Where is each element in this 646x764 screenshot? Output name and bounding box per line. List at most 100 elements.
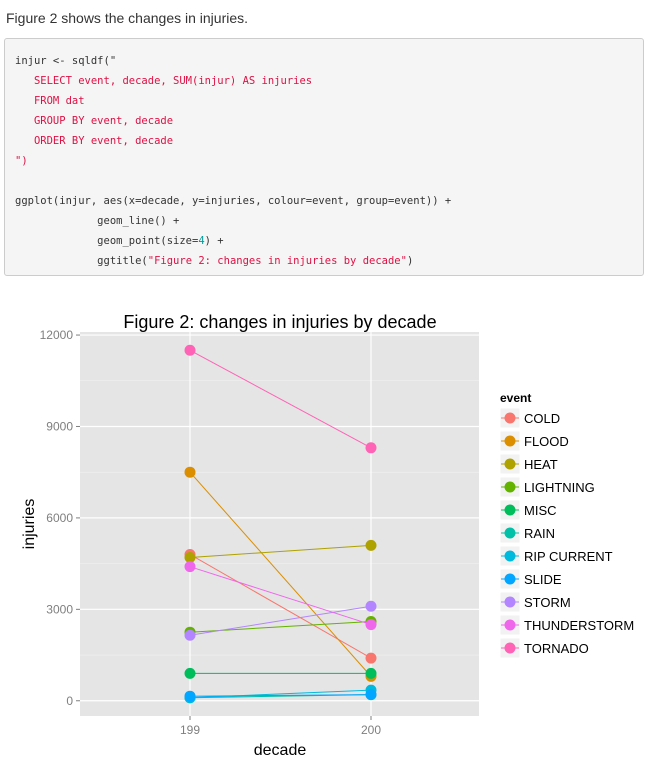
- legend-key-point: [504, 619, 516, 631]
- y-tick-label: 0: [66, 694, 73, 708]
- code-token: ): [406, 255, 414, 267]
- legend-item-rip-current: RIP CURRENT: [499, 545, 613, 567]
- legend-item-thunderstorm: THUNDERSTORM: [499, 614, 634, 636]
- code-line: [15, 171, 633, 191]
- data-point-misc: [184, 667, 196, 679]
- code-token: ggtitle(: [15, 255, 148, 267]
- code-token: ) +: [204, 235, 224, 247]
- x-tick-label: 199: [180, 723, 200, 737]
- legend-label: RIP CURRENT: [524, 549, 613, 564]
- legend-item-storm: STORM: [499, 591, 571, 613]
- data-point-storm: [184, 629, 196, 641]
- legend-label: RAIN: [524, 526, 555, 541]
- data-point-thunderstorm: [365, 619, 377, 631]
- legend-label: LIGHTNING: [524, 480, 595, 495]
- y-axis-label: injuries: [21, 499, 38, 550]
- data-point-cold: [365, 652, 377, 664]
- legend-title: event: [500, 391, 531, 405]
- series-line-cold: [189, 554, 372, 659]
- code-line: ORDER BY event, decade: [15, 131, 633, 151]
- intro-text: Figure 2 shows the changes in injuries.: [6, 10, 249, 26]
- data-point-flood: [184, 466, 196, 478]
- legend-label: FLOOD: [524, 434, 569, 449]
- series-line-slide: [189, 694, 372, 697]
- series-line-thunderstorm: [189, 566, 372, 626]
- legend-label: THUNDERSTORM: [524, 618, 634, 633]
- data-point-misc: [365, 667, 377, 679]
- data-point-heat: [184, 552, 196, 564]
- series-line-storm: [189, 605, 372, 636]
- legend-item-misc: MISC: [499, 499, 557, 521]
- data-point-tornado: [184, 344, 196, 356]
- legend-label: SLIDE: [524, 572, 562, 587]
- series-line-heat: [189, 544, 372, 559]
- grid-lines: [80, 332, 479, 716]
- legend-item-rain: RAIN: [499, 522, 555, 544]
- legend-key-point: [504, 481, 516, 493]
- legend-key-point: [504, 642, 516, 654]
- code-line: FROM dat: [15, 91, 633, 111]
- legend-item-slide: SLIDE: [499, 568, 562, 590]
- legend: event COLD FLOOD HEAT LIGHTNING MISC RAIN RIP …: [499, 391, 634, 659]
- code-token: SELECT event, decade, SUM(injur) AS inju…: [15, 75, 313, 87]
- plot-panel: [80, 332, 479, 716]
- code-token: 4: [198, 235, 205, 247]
- code-line: injur <- sqldf(": [15, 51, 633, 71]
- legend-key-point: [504, 458, 516, 470]
- code-token: FROM dat: [15, 95, 85, 107]
- legend-key-point: [504, 550, 516, 562]
- data-point-storm: [365, 600, 377, 612]
- code-line: GROUP BY event, decade: [15, 111, 633, 131]
- legend-label: COLD: [524, 411, 560, 426]
- code-line: "): [15, 151, 633, 171]
- code-line: geom_line() +: [15, 211, 633, 231]
- y-tick-label: 3000: [46, 602, 73, 616]
- legend-key-point: [504, 573, 516, 585]
- y-tick-label: 6000: [46, 511, 73, 525]
- x-axis-label: decade: [254, 742, 307, 759]
- series-lines: [189, 349, 372, 699]
- series-line-tornado: [189, 349, 372, 449]
- axis-labels: 0 3000 6000 9000 12000 199 200: [40, 328, 382, 737]
- series-line-rip-current: [189, 689, 372, 699]
- data-points: [184, 344, 377, 704]
- code-token: ggplot(injur, aes(x=decade, y=injuries, …: [15, 195, 452, 207]
- code-token: GROUP BY event, decade: [15, 115, 174, 127]
- legend-item-lightning: LIGHTNING: [499, 476, 595, 498]
- code-token: geom_line() +: [15, 215, 180, 227]
- legend-key-point: [504, 412, 516, 424]
- chart-title: Figure 2: changes in injuries by decade: [123, 312, 436, 332]
- code-token: geom_point(size=: [15, 235, 199, 247]
- legend-key-point: [504, 596, 516, 608]
- legend-key-point: [504, 527, 516, 539]
- legend-label: HEAT: [524, 457, 558, 472]
- code-line: SELECT event, decade, SUM(injur) AS inju…: [15, 71, 633, 91]
- code-token: injur <- sqldf(": [15, 55, 117, 67]
- legend-item-cold: COLD: [499, 407, 560, 429]
- data-point-thunderstorm: [184, 561, 196, 573]
- code-token: "): [15, 155, 28, 167]
- data-point-tornado: [365, 442, 377, 454]
- legend-key-point: [504, 504, 516, 516]
- y-tick-label: 9000: [46, 419, 73, 433]
- injuries-line-chart: Figure 2: changes in injuries by decade …: [21, 312, 634, 759]
- legend-label: STORM: [524, 595, 571, 610]
- data-point-slide: [365, 689, 377, 701]
- series-line-flood: [189, 471, 372, 677]
- data-point-heat: [365, 539, 377, 551]
- code-block: injur <- sqldf(" SELECT event, decade, S…: [4, 38, 644, 276]
- code-line: ggplot(injur, aes(x=decade, y=injuries, …: [15, 191, 633, 211]
- x-tick-label: 200: [361, 723, 381, 737]
- code-line: ggtitle("Figure 2: changes in injuries b…: [15, 251, 633, 271]
- code-line: geom_point(size=4) +: [15, 231, 633, 251]
- code-token: ORDER BY event, decade: [15, 135, 174, 147]
- legend-item-tornado: TORNADO: [499, 637, 589, 659]
- y-tick-label: 12000: [40, 328, 74, 342]
- legend-label: TORNADO: [524, 641, 589, 656]
- code-token: "Figure 2: changes in injuries by decade…: [147, 255, 407, 267]
- legend-key-point: [504, 435, 516, 447]
- legend-label: MISC: [524, 503, 557, 518]
- legend-item-heat: HEAT: [499, 453, 558, 475]
- legend-item-flood: FLOOD: [499, 430, 569, 452]
- data-point-slide: [184, 690, 196, 702]
